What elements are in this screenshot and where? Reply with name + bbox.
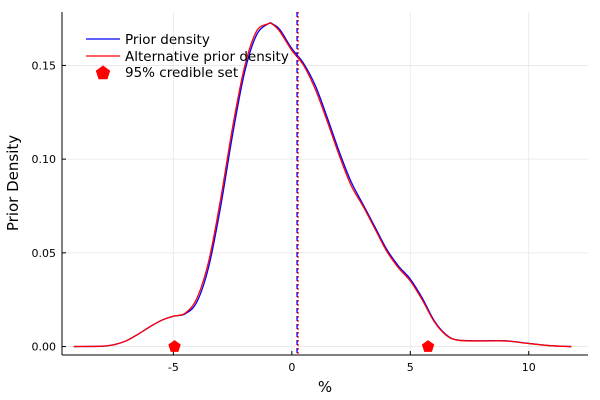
x-tick-label-1: 0: [288, 361, 295, 374]
y-tick-label-2: 0.10: [32, 153, 57, 166]
grid: [62, 12, 588, 355]
legend-label-credible-set: 95% credible set: [125, 65, 238, 81]
x-tick-label-2: 5: [407, 361, 414, 374]
y-tick-label-0: 0.00: [32, 341, 57, 354]
legend-label-prior-density: Prior density: [125, 32, 210, 48]
x-tick-label-0: -5: [168, 361, 179, 374]
y-tick-label-3: 0.15: [32, 59, 57, 72]
credible-set-marker-1: [421, 340, 435, 352]
legend: Prior density Alternative prior density …: [86, 32, 289, 81]
legend-swatch-credible-set: [95, 65, 111, 80]
y-ticks: 0.00 0.05 0.10 0.15: [32, 59, 66, 354]
credible-set-marker-0: [168, 340, 181, 352]
credible-set-markers: [168, 340, 435, 352]
axes: [61, 12, 588, 356]
x-axis-label: %: [318, 378, 332, 396]
y-tick-label-1: 0.05: [32, 247, 57, 260]
x-ticks: -5 0 5 10: [168, 351, 536, 374]
vertical-lines: [296, 12, 299, 355]
y-axis-label: Prior Density: [4, 135, 22, 231]
x-tick-label-3: 10: [522, 361, 536, 374]
legend-label-alternative-prior-density: Alternative prior density: [125, 49, 289, 65]
